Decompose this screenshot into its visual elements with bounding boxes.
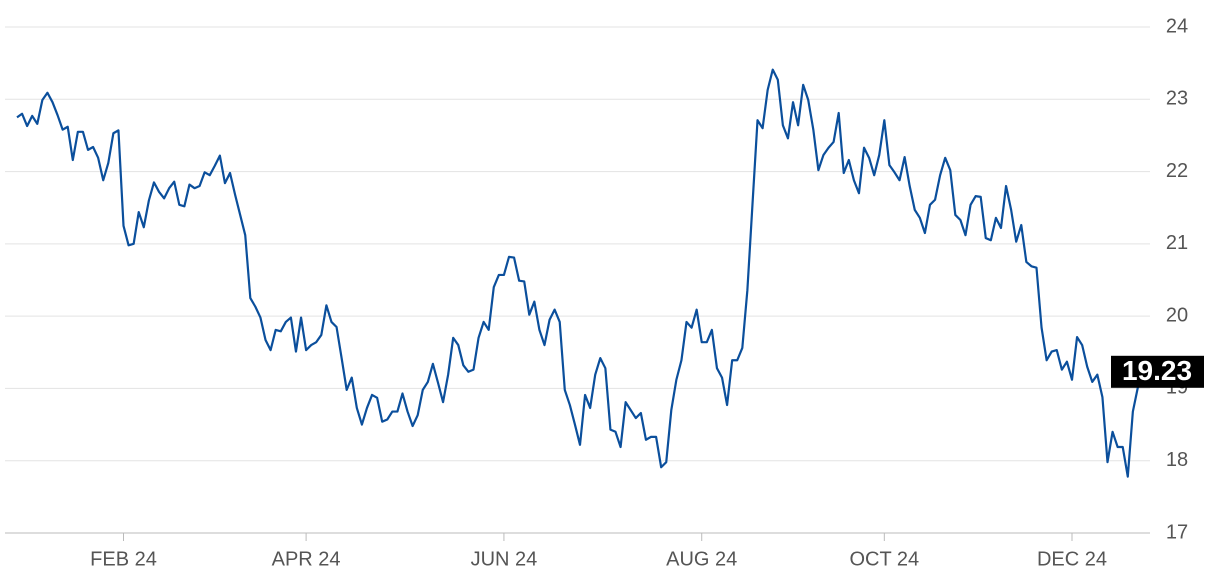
y-tick-label: 23	[1166, 88, 1188, 110]
x-tick-label: DEC 24	[1037, 548, 1107, 570]
x-tick-label: JUN 24	[471, 548, 538, 570]
y-tick-label: 20	[1166, 304, 1188, 326]
last-value-box	[1111, 355, 1204, 388]
y-tick-label: 18	[1166, 449, 1188, 471]
x-tick-label: APR 24	[272, 548, 341, 570]
y-tick-label: 17	[1166, 521, 1188, 543]
x-tick-label: FEB 24	[90, 548, 157, 570]
y-tick-label: 21	[1166, 232, 1188, 254]
last-value-label: 19.23	[1122, 355, 1192, 386]
price-line	[16, 68, 1145, 478]
y-tick-label: 22	[1166, 160, 1188, 182]
x-tick-label: OCT 24	[849, 548, 919, 570]
x-tick-label: AUG 24	[666, 548, 737, 570]
y-tick-label: 24	[1166, 15, 1188, 37]
